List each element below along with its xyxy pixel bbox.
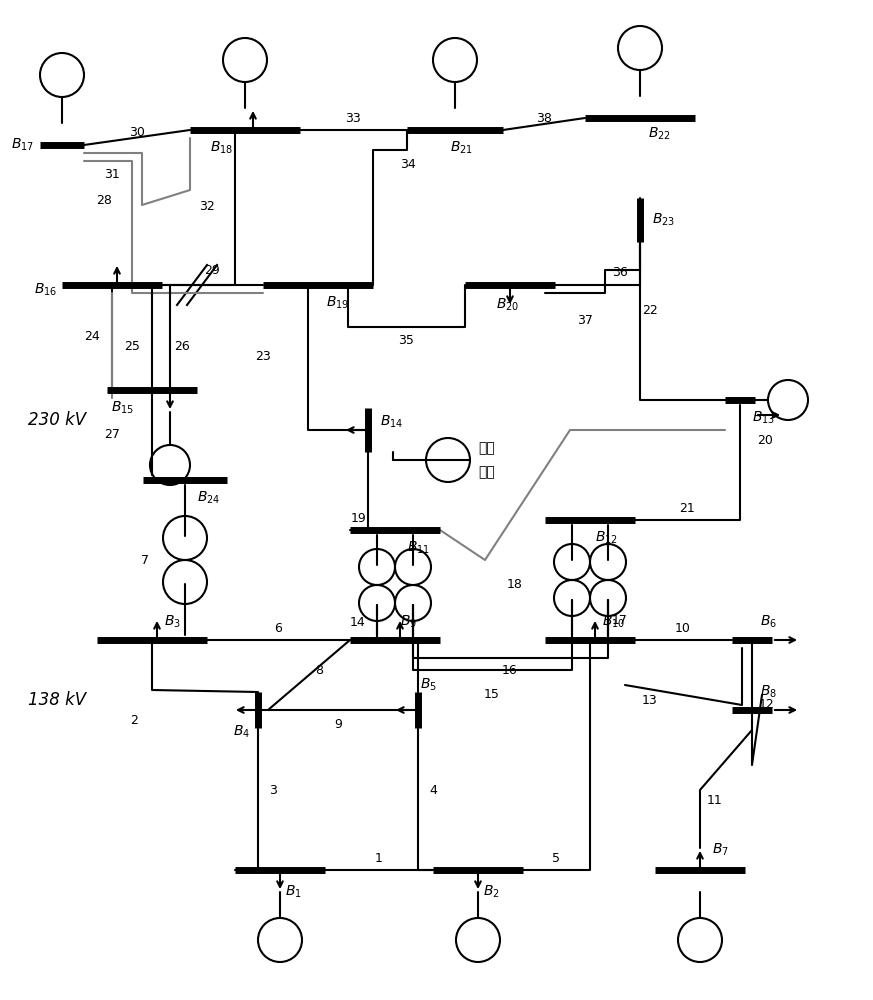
Text: 33: 33 <box>345 111 361 124</box>
Text: 16: 16 <box>502 664 518 676</box>
Text: 31: 31 <box>104 168 120 182</box>
Text: 22: 22 <box>643 304 658 316</box>
Text: 8: 8 <box>315 664 323 676</box>
Text: $B_{\mathrm{18}}$: $B_{\mathrm{18}}$ <box>210 140 233 156</box>
Text: $B_{\mathrm{23}}$: $B_{\mathrm{23}}$ <box>652 212 675 228</box>
Text: 23: 23 <box>255 351 271 363</box>
Text: 20: 20 <box>757 434 773 446</box>
Text: 28: 28 <box>96 194 112 207</box>
Text: $B_{\mathrm{11}}$: $B_{\mathrm{11}}$ <box>407 540 430 556</box>
Text: 同步: 同步 <box>478 441 495 455</box>
Text: 230 kV: 230 kV <box>28 411 86 429</box>
Text: 32: 32 <box>199 200 215 214</box>
Text: 9: 9 <box>334 718 342 732</box>
Text: 37: 37 <box>577 314 593 326</box>
Text: 38: 38 <box>536 111 552 124</box>
Text: 21: 21 <box>679 502 695 514</box>
Text: 34: 34 <box>400 158 416 172</box>
Text: 10: 10 <box>675 621 691 635</box>
Text: 1: 1 <box>375 852 383 864</box>
Text: 电容: 电容 <box>478 465 495 479</box>
Text: 25: 25 <box>124 340 140 354</box>
Text: 15: 15 <box>484 688 500 702</box>
Text: $B_{\mathrm{15}}$: $B_{\mathrm{15}}$ <box>111 400 134 416</box>
Text: 2: 2 <box>130 714 138 726</box>
Text: $B_{\mathrm{13}}$: $B_{\mathrm{13}}$ <box>752 410 775 426</box>
Text: 3: 3 <box>269 784 277 796</box>
Text: 35: 35 <box>398 334 414 347</box>
Text: $B_{\mathrm{8}}$: $B_{\mathrm{8}}$ <box>760 684 777 700</box>
Text: $B_{\mathrm{22}}$: $B_{\mathrm{22}}$ <box>648 126 671 142</box>
Text: 19: 19 <box>351 512 367 524</box>
Text: 27: 27 <box>104 428 120 442</box>
Text: 12: 12 <box>760 698 775 712</box>
Text: 24: 24 <box>85 330 100 344</box>
Text: $B_{\mathrm{7}}$: $B_{\mathrm{7}}$ <box>712 842 729 858</box>
Text: 17: 17 <box>612 613 628 626</box>
Text: $B_{\mathrm{14}}$: $B_{\mathrm{14}}$ <box>380 414 403 430</box>
Text: $B_{\mathrm{9}}$: $B_{\mathrm{9}}$ <box>400 614 417 630</box>
Text: $B_{\mathrm{12}}$: $B_{\mathrm{12}}$ <box>595 530 618 546</box>
Text: $B_{\mathrm{21}}$: $B_{\mathrm{21}}$ <box>450 140 473 156</box>
Text: $B_{\mathrm{5}}$: $B_{\mathrm{5}}$ <box>420 677 437 693</box>
Text: $B_{\mathrm{6}}$: $B_{\mathrm{6}}$ <box>760 614 777 630</box>
Text: 18: 18 <box>507 578 523 591</box>
Text: 138 kV: 138 kV <box>28 691 86 709</box>
Text: $B_{\mathrm{24}}$: $B_{\mathrm{24}}$ <box>197 490 220 506</box>
Text: $B_{\mathrm{16}}$: $B_{\mathrm{16}}$ <box>34 282 57 298</box>
Text: $B_{\mathrm{1}}$: $B_{\mathrm{1}}$ <box>285 884 302 900</box>
Text: $B_{\mathrm{20}}$: $B_{\mathrm{20}}$ <box>497 297 519 313</box>
Text: 29: 29 <box>204 263 220 276</box>
Text: 26: 26 <box>174 340 189 354</box>
Text: 30: 30 <box>129 126 145 139</box>
Text: $B_{\mathrm{2}}$: $B_{\mathrm{2}}$ <box>483 884 499 900</box>
Text: 14: 14 <box>349 615 365 629</box>
Text: 7: 7 <box>141 554 149 566</box>
Text: $B_{\mathrm{3}}$: $B_{\mathrm{3}}$ <box>164 614 181 630</box>
Text: $B_{\mathrm{19}}$: $B_{\mathrm{19}}$ <box>326 295 349 311</box>
Text: 6: 6 <box>274 621 282 635</box>
Text: $B_{\mathrm{4}}$: $B_{\mathrm{4}}$ <box>233 724 250 740</box>
Text: 36: 36 <box>612 266 628 279</box>
Text: 13: 13 <box>643 694 658 706</box>
Text: 4: 4 <box>429 784 437 796</box>
Text: $B_{\mathrm{10}}$: $B_{\mathrm{10}}$ <box>602 614 625 630</box>
Text: 11: 11 <box>707 794 723 806</box>
Text: $B_{\mathrm{17}}$: $B_{\mathrm{17}}$ <box>11 137 34 153</box>
Text: 5: 5 <box>552 852 560 864</box>
